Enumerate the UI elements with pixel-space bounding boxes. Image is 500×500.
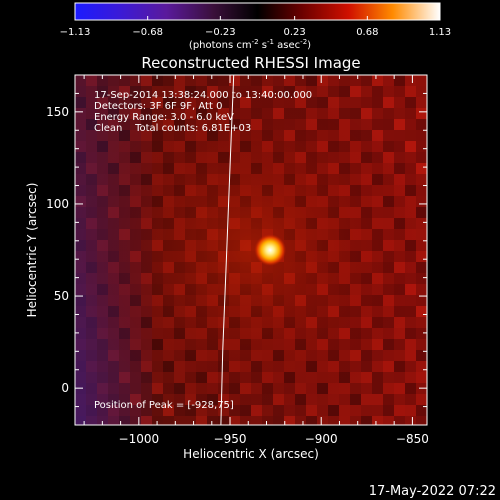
colorbar-units: (photons cm-2 s-1 asec-2) xyxy=(189,38,311,51)
axis-ticks: −1000 −950 −900 −850 0 50 100 150 xyxy=(46,75,429,446)
colorbar-tick-label: −1.13 xyxy=(60,27,91,38)
x-axis-label: Heliocentric X (arcsec) xyxy=(183,447,319,461)
y-tick-label: 150 xyxy=(46,105,69,119)
colorbar-tick-label: 1.13 xyxy=(429,27,451,38)
chart-title: Reconstructed RHESSI Image xyxy=(141,54,360,72)
colorbar-tick-label: 0.23 xyxy=(284,27,306,38)
time-range-label: 17-Sep-2014 13:38:24.000 to 13:40:00.000 xyxy=(94,90,312,101)
colorbar-tick-label: 0.68 xyxy=(356,27,378,38)
colorbar-tick-label: −0.68 xyxy=(132,27,163,38)
peak-position-label: Position of Peak = [-928,75] xyxy=(94,400,234,411)
heatmap-image xyxy=(75,75,427,425)
footer-timestamp: 17-May-2022 07:22 xyxy=(369,484,496,499)
energy-range-label: Energy Range: 3.0 - 6.0 keV xyxy=(94,112,234,123)
detectors-label: Detectors: 3F 6F 9F, Att 0 xyxy=(94,101,222,112)
x-tick-label: −1000 xyxy=(119,432,160,446)
x-tick-label: −950 xyxy=(214,432,247,446)
colorbar-tick-label: −0.23 xyxy=(205,27,236,38)
y-tick-label: 0 xyxy=(61,381,69,395)
colorbar-ticks: −1.13 −0.68 −0.23 0.23 0.68 1.13 xyxy=(60,16,451,38)
y-axis-label: Heliocentric Y (arcsec) xyxy=(25,183,39,318)
y-tick-label: 100 xyxy=(46,197,69,211)
plot-frame xyxy=(74,74,428,426)
peak-source xyxy=(254,234,287,266)
x-tick-label: −850 xyxy=(396,432,429,446)
solar-limb-curve xyxy=(220,75,235,425)
y-tick-label: 50 xyxy=(54,289,69,303)
clean-counts-label: Clean Total counts: 6.81E+03 xyxy=(94,123,251,134)
x-tick-label: −900 xyxy=(305,432,338,446)
colorbar xyxy=(74,2,441,21)
